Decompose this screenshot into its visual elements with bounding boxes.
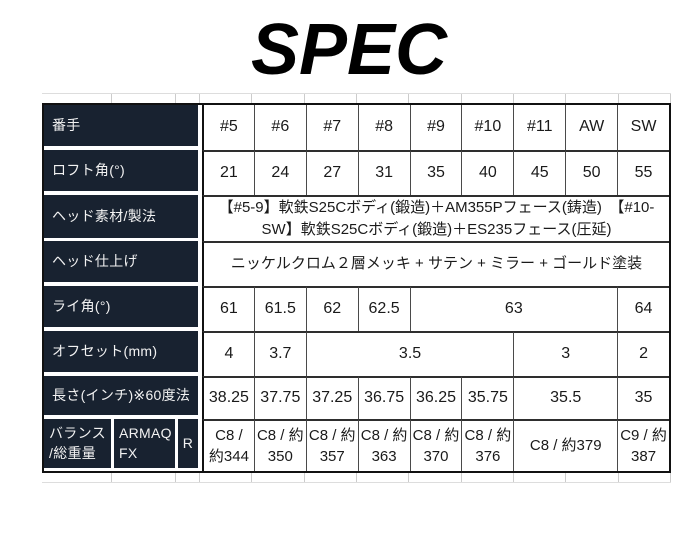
cell: 4 [202, 330, 254, 376]
cell: 27 [305, 149, 358, 195]
grid-spacer-top [42, 92, 671, 103]
cell: #10 [461, 104, 514, 150]
table-row-loft: ロフト角(°) 21 24 27 31 35 40 45 50 55 [44, 149, 669, 195]
cell: 35 [617, 375, 669, 419]
cell: 63 [409, 285, 618, 331]
row-label: 長さ(インチ)※60度法 [44, 375, 202, 419]
cell: C8 / 約363 [357, 418, 410, 471]
row-label: オフセット(mm) [44, 330, 202, 376]
cell: 55 [617, 149, 669, 195]
cell: 31 [357, 149, 410, 195]
row-label: ライ角(°) [44, 285, 202, 331]
cell: C9 / 約387 [617, 418, 669, 471]
cell: 37.75 [253, 375, 306, 419]
cell: #6 [253, 104, 306, 150]
cell: SW [617, 104, 669, 150]
cell: 64 [617, 285, 669, 331]
cell: 45 [513, 149, 566, 195]
row-label-flex: R [178, 418, 202, 471]
cell: #9 [409, 104, 462, 150]
table-row-lie-angle: ライ角(°) 61 61.5 62 62.5 63 64 [44, 285, 669, 331]
row-label: 番手 [44, 104, 202, 150]
cell: #11 [513, 104, 566, 150]
cell: 62.5 [357, 285, 410, 331]
cell: AW [565, 104, 618, 150]
cell: 35.75 [461, 375, 514, 419]
cell: 50 [565, 149, 618, 195]
page-title: SPEC [250, 10, 448, 90]
cell: 3.7 [253, 330, 306, 376]
cell: 24 [253, 149, 306, 195]
cell: #5 [202, 104, 254, 150]
table-row-club-number: 番手 #5 #6 #7 #8 #9 #10 #11 AW SW [44, 104, 669, 150]
cell: C8 / 約344 [202, 418, 254, 471]
cell: C8 / 約376 [461, 418, 514, 471]
row-label-shaft: ARMAQ FX [114, 418, 178, 471]
grid-spacer-bottom [42, 472, 671, 483]
cell: 2 [617, 330, 669, 376]
cell: 35 [409, 149, 462, 195]
spec-table: 番手 #5 #6 #7 #8 #9 #10 #11 AW SW ロフト角(°) … [42, 102, 671, 473]
row-label-balance: バランス /総重量 [44, 418, 114, 471]
cell: 3.5 [305, 330, 514, 376]
cell: 【#5-9】軟鉄S25Cボディ(鍛造)＋AM355Pフェース(鋳造) 【#10-… [202, 194, 669, 242]
cell: 35.5 [513, 375, 618, 419]
cell: 61 [202, 285, 254, 331]
cell: C8 / 約370 [409, 418, 462, 471]
cell: C8 / 約379 [513, 418, 618, 471]
cell: C8 / 約350 [253, 418, 306, 471]
table-row-head-material: ヘッド素材/製法 【#5-9】軟鉄S25Cボディ(鍛造)＋AM355Pフェース(… [44, 194, 669, 242]
cell: 36.75 [357, 375, 410, 419]
cell: #7 [305, 104, 358, 150]
cell: #8 [357, 104, 410, 150]
table-row-head-finish: ヘッド仕上げ ニッケルクロム２層メッキ + サテン + ミラー + ゴールド塗装 [44, 240, 669, 286]
table-row-length: 長さ(インチ)※60度法 38.25 37.75 37.25 36.75 36.… [44, 375, 669, 419]
row-label: ロフト角(°) [44, 149, 202, 195]
cell: 40 [461, 149, 514, 195]
cell: ニッケルクロム２層メッキ + サテン + ミラー + ゴールド塗装 [202, 240, 669, 286]
cell: 62 [305, 285, 358, 331]
cell: 21 [202, 149, 254, 195]
table-row-offset: オフセット(mm) 4 3.7 3.5 3 2 [44, 330, 669, 376]
cell: 3 [513, 330, 618, 376]
cell: 38.25 [202, 375, 254, 419]
table-row-balance-weight: バランス /総重量 ARMAQ FX R C8 / 約344 C8 / 約350… [44, 418, 669, 471]
row-label: ヘッド仕上げ [44, 240, 202, 286]
cell: C8 / 約357 [305, 418, 358, 471]
cell: 61.5 [253, 285, 306, 331]
spec-table-wrapper: 番手 #5 #6 #7 #8 #9 #10 #11 AW SW ロフト角(°) … [42, 92, 671, 483]
row-label: ヘッド素材/製法 [44, 194, 202, 242]
cell: 37.25 [305, 375, 358, 419]
cell: 36.25 [409, 375, 462, 419]
